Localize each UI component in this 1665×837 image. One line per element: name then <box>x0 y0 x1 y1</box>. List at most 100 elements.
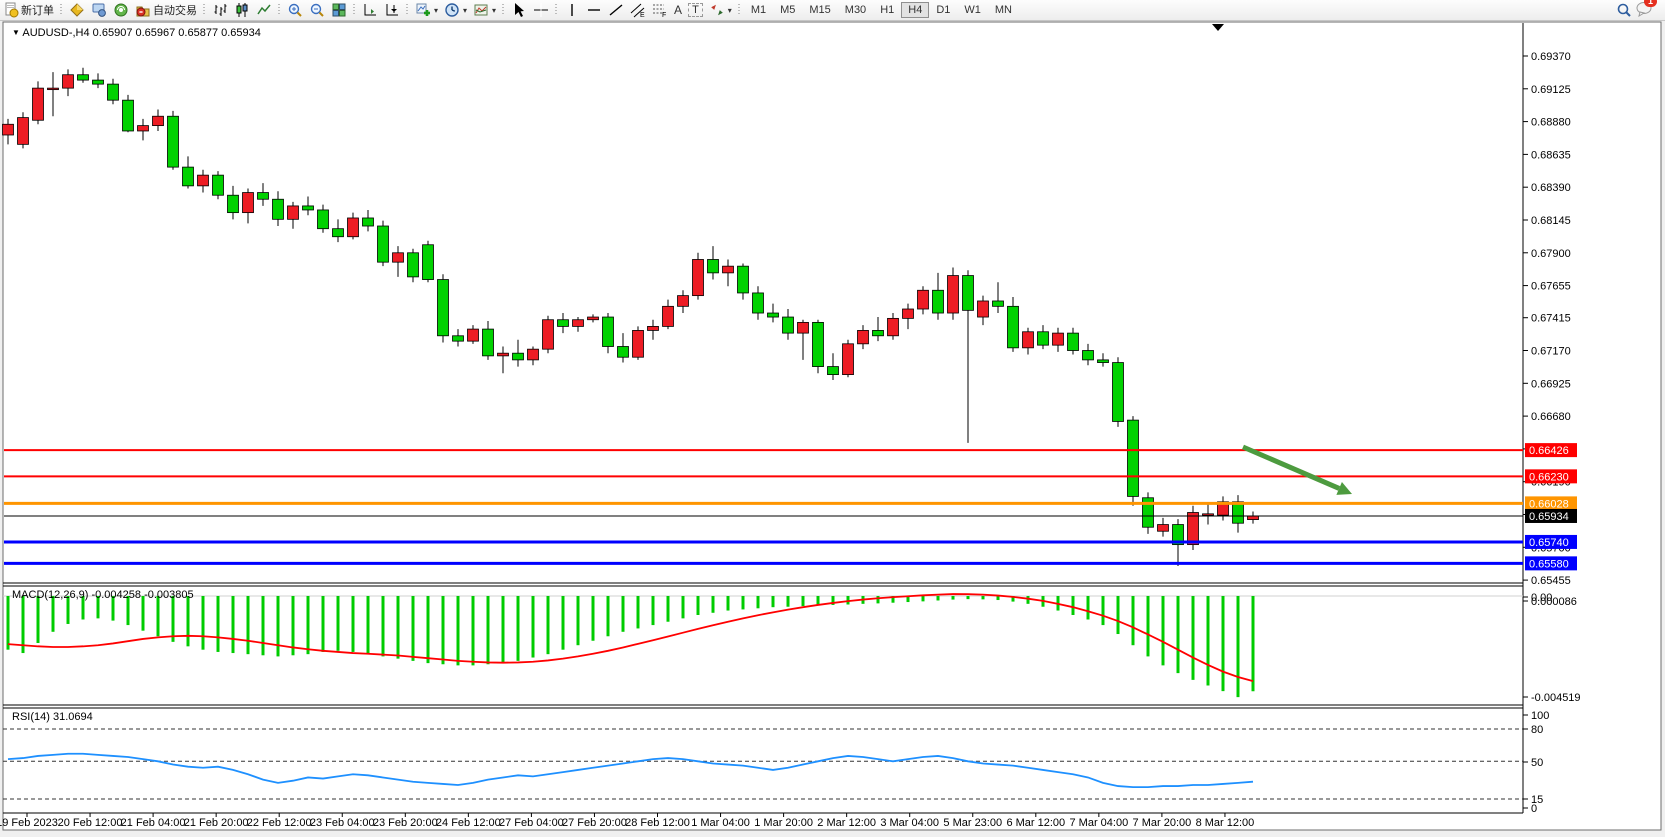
candle-body <box>947 275 959 314</box>
rsi-axis-label: 15 <box>1531 794 1543 806</box>
price-tick-label: 0.68880 <box>1531 117 1571 129</box>
candle-body <box>557 319 569 327</box>
horizontal-line-icon <box>586 2 602 18</box>
dropdown-caret-icon[interactable]: ▾ <box>463 5 468 15</box>
comments-button[interactable]: 1 <box>1635 0 1657 20</box>
candle-body <box>482 328 494 357</box>
text-label-button[interactable]: T <box>685 1 706 19</box>
candle-body <box>707 259 719 274</box>
price-tick-label: 0.68390 <box>1531 182 1571 194</box>
time-tick-label: 7 Mar 20:00 <box>1133 817 1192 829</box>
fibonacci-button[interactable]: F <box>649 1 671 19</box>
arrows-button[interactable]: ▾ <box>706 1 735 19</box>
tab-timeframe-m15[interactable]: M15 <box>809 4 831 16</box>
zoom-out-button[interactable] <box>306 1 328 19</box>
price-level-badge[interactable] <box>1525 443 1577 458</box>
tab-timeframe-mn[interactable]: MN <box>994 4 1012 16</box>
tab-timeframe-m30[interactable]: M30 <box>844 4 867 16</box>
chart-window-frame <box>2 21 1662 831</box>
trendline-button[interactable] <box>605 1 627 19</box>
price-level-badge-label: 0.66426 <box>1529 445 1569 457</box>
price-level-badge[interactable] <box>1525 556 1577 571</box>
periods-button[interactable]: ▾ <box>441 1 470 19</box>
dropdown-caret-icon[interactable]: ▾ <box>492 5 497 15</box>
candle-body <box>587 316 599 321</box>
market-watch-button[interactable] <box>88 1 110 19</box>
crosshair-button[interactable] <box>530 1 552 19</box>
candle-body <box>152 115 164 127</box>
time-tick-label: 1 Mar 04:00 <box>691 817 750 829</box>
candle-body <box>227 194 239 214</box>
svg-text:F: F <box>662 12 666 18</box>
trend-arrow-annotation[interactable] <box>1242 444 1341 491</box>
vertical-line-button[interactable] <box>561 1 583 19</box>
price-level-badge[interactable] <box>1525 534 1577 549</box>
dropdown-caret-icon[interactable]: ▾ <box>727 5 732 15</box>
candle-body <box>1217 501 1229 516</box>
auto-scroll-icon <box>362 2 378 18</box>
crosshair-icon <box>533 2 549 18</box>
candle-body <box>1202 513 1214 516</box>
price-level-badge-label: 0.66230 <box>1529 471 1569 483</box>
text-button[interactable]: A <box>671 1 685 19</box>
dropdown-caret-icon[interactable]: ▾ <box>434 5 439 15</box>
candle-body <box>782 316 794 334</box>
notification-badge: 1 <box>1643 0 1657 7</box>
indicators-button[interactable]: ▾ <box>412 1 441 19</box>
equidistant-channel-button[interactable]: E <box>627 1 649 19</box>
candle-body <box>62 74 74 89</box>
macd-axis-label: 0.00 <box>1531 592 1552 604</box>
search-button[interactable] <box>1613 1 1635 19</box>
candle-body <box>467 328 479 342</box>
zoom-in-button[interactable] <box>284 1 306 19</box>
candle-body <box>1232 501 1244 524</box>
tab-timeframe-h1[interactable]: H1 <box>880 4 895 16</box>
candle-body <box>92 79 104 85</box>
chart-shift-button[interactable] <box>381 1 403 19</box>
time-tick-label: 7 Mar 04:00 <box>1069 817 1128 829</box>
candle-body <box>1022 331 1034 349</box>
time-tick-label: 28 Feb 12:00 <box>625 817 690 829</box>
navigator-button[interactable] <box>110 1 132 19</box>
price-level-badge[interactable] <box>1525 469 1577 484</box>
fibonacci-icon: F <box>652 2 668 19</box>
tile-windows-button[interactable] <box>328 1 350 19</box>
autotrading-button[interactable]: 自动交易 <box>132 1 200 19</box>
navigator-icon <box>113 2 129 18</box>
candle-body <box>107 83 119 101</box>
price-level-badge-label: 0.65934 <box>1529 511 1569 523</box>
time-tick-label: 1 Mar 20:00 <box>754 817 813 829</box>
price-level-badge[interactable] <box>1525 496 1577 511</box>
auto-scroll-button[interactable] <box>359 1 381 19</box>
chart-shift-marker[interactable] <box>1212 24 1224 31</box>
svg-text:E: E <box>640 12 645 18</box>
chart-title: ▼ AUDUSD-,H4 0.65907 0.65967 0.65877 0.6… <box>12 27 261 39</box>
market-watch-icon <box>91 2 107 18</box>
price-tick-label: 0.67415 <box>1531 313 1571 325</box>
tab-timeframe-m1[interactable]: M1 <box>750 4 767 16</box>
chart-title-arrow-icon[interactable]: ▼ <box>12 28 20 37</box>
tab-timeframe-d1[interactable]: D1 <box>936 4 951 16</box>
time-tick-label: 27 Feb 04:00 <box>499 817 564 829</box>
candle-body <box>77 74 89 81</box>
templates-button[interactable]: ▾ <box>470 1 499 19</box>
data-window-button[interactable] <box>66 1 88 19</box>
tab-timeframe-m5[interactable]: M5 <box>780 4 796 16</box>
tab-timeframe-h4[interactable]: H4 <box>901 2 930 18</box>
time-tick-label: 23 Feb 04:00 <box>310 817 375 829</box>
candlestick-button[interactable] <box>231 1 253 19</box>
price-level-badge[interactable] <box>1525 508 1577 523</box>
candle-body <box>422 244 434 280</box>
tab-timeframe-w1[interactable]: W1 <box>964 4 981 16</box>
horizontal-line-button[interactable] <box>583 1 605 19</box>
candle-body <box>362 217 374 227</box>
new-order-button[interactable]: 新订单 <box>0 1 57 19</box>
cursor-button[interactable] <box>508 1 530 19</box>
price-tick-label: 0.68145 <box>1531 215 1571 227</box>
candle-body <box>932 289 944 314</box>
candle-body <box>992 300 1004 307</box>
rsi-axis-label: 80 <box>1531 724 1543 736</box>
bar-chart-button[interactable] <box>209 1 231 19</box>
line-chart-button[interactable] <box>253 1 275 19</box>
